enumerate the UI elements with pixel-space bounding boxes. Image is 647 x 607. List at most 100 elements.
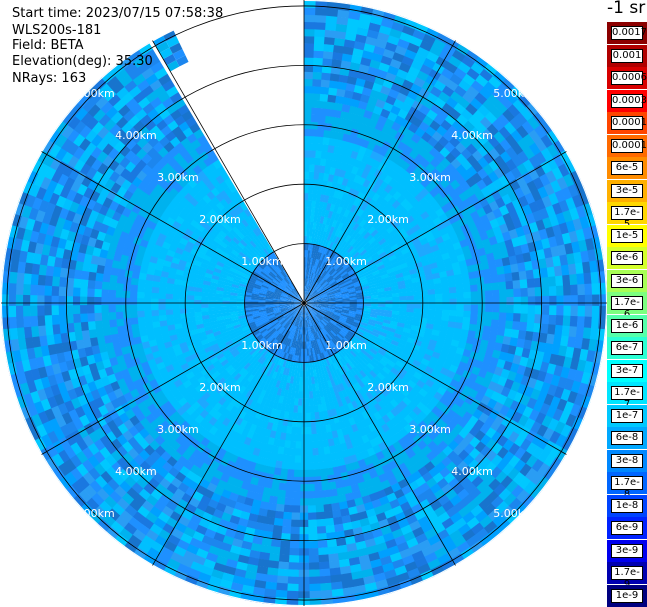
- range-gate-cell: [264, 581, 277, 591]
- range-gate-cell: [387, 271, 396, 278]
- range-gate-cell: [473, 359, 484, 370]
- range-gate-cell: [319, 261, 325, 269]
- range-gate-cell: [294, 391, 299, 399]
- range-gate-cell: [371, 528, 384, 539]
- range-gate-cell: [318, 454, 326, 463]
- range-gate-cell: [341, 357, 349, 365]
- range-gate-cell: [423, 269, 433, 277]
- range-gate-cell: [363, 582, 378, 593]
- range-gate-cell: [232, 431, 242, 442]
- range-gate-cell: [453, 67, 468, 80]
- range-gate-cell: [420, 358, 430, 367]
- range-gate-cell: [404, 72, 418, 84]
- range-gate-cell: [505, 480, 519, 494]
- range-gate-cell: [280, 403, 287, 412]
- range-gate-cell: [239, 419, 248, 429]
- range-gate-cell: [448, 529, 463, 542]
- range-gate-cell: [479, 339, 489, 349]
- range-gate-cell: [449, 108, 462, 121]
- range-gate-cell: [516, 125, 530, 139]
- range-gate-cell: [309, 311, 314, 318]
- range-gate-cell: [189, 513, 202, 525]
- range-gate-cell: [563, 284, 571, 297]
- range-gate-cell: [278, 482, 287, 491]
- range-gate-cell: [244, 570, 257, 581]
- range-gate-cell: [282, 367, 288, 376]
- range-gate-cell: [405, 311, 414, 318]
- range-gate-cell: [478, 515, 493, 529]
- range-gate-cell: [534, 138, 548, 153]
- range-gate-cell: [409, 388, 419, 398]
- range-gate-cell: [483, 81, 498, 95]
- range-gate-cell: [309, 398, 314, 406]
- range-gate-cell: [454, 247, 464, 257]
- range-gate-cell: [373, 375, 383, 384]
- range-gate-cell: [308, 547, 319, 556]
- range-gate-cell: [311, 250, 315, 259]
- range-gate-cell: [500, 415, 513, 429]
- range-gate-cell: [407, 66, 421, 78]
- range-gate-cell: [335, 197, 342, 207]
- range-gate-cell: [497, 113, 511, 128]
- range-gate-cell: [355, 452, 364, 462]
- range-gate-cell: [353, 264, 361, 271]
- range-gate-cell: [282, 511, 292, 520]
- range-gate-cell: [419, 104, 431, 116]
- range-gate-cell: [257, 507, 268, 517]
- range-gate-cell: [591, 283, 600, 296]
- range-gate-cell: [374, 212, 383, 222]
- range-gate-cell: [311, 290, 318, 297]
- range-gate-cell: [393, 332, 402, 340]
- range-gate-cell: [488, 333, 498, 343]
- range-gate-cell: [398, 311, 407, 317]
- range-gate-cell: [310, 289, 317, 296]
- range-gate-cell: [381, 396, 391, 406]
- range-gate-cell: [306, 304, 314, 308]
- range-gate-cell: [346, 283, 355, 288]
- range-gate-cell: [433, 488, 446, 501]
- range-gate-cell: [456, 114, 469, 127]
- range-gate-cell: [389, 398, 399, 409]
- range-gate-cell: [287, 462, 295, 470]
- range-gate-cell: [327, 249, 334, 257]
- range-gate-cell: [305, 295, 311, 301]
- range-gate-cell: [332, 51, 344, 61]
- range-gate-cell: [553, 421, 566, 435]
- range-gate-cell: [442, 343, 452, 352]
- range-gate-cell: [540, 134, 554, 149]
- range-gate-cell: [408, 219, 419, 229]
- range-gate-cell: [425, 511, 439, 523]
- range-gate-cell: [304, 305, 308, 313]
- range-gate-cell: [518, 234, 528, 246]
- range-gate-cell: [405, 282, 414, 289]
- range-gate-cell: [307, 319, 311, 328]
- range-gate-cell: [492, 401, 504, 414]
- range-gate-cell: [324, 122, 333, 132]
- range-gate-cell: [344, 252, 352, 261]
- range-gate-cell: [314, 229, 319, 238]
- range-gate-cell: [551, 166, 564, 181]
- range-gate-cell: [360, 348, 369, 357]
- range-gate-cell: [356, 271, 365, 277]
- range-gate-cell: [380, 254, 389, 262]
- range-gate-cell: [499, 96, 514, 110]
- range-gate-cell: [194, 524, 208, 536]
- range-gate-cell: [355, 504, 366, 514]
- range-gate-cell: [528, 129, 542, 144]
- range-gate-cell: [383, 233, 393, 242]
- range-gate-cell: [412, 384, 423, 394]
- range-gate-cell: [386, 236, 395, 245]
- range-gate-cell: [372, 242, 381, 250]
- range-gate-cell: [277, 350, 284, 359]
- range-gate-cell: [342, 303, 351, 306]
- range-gate-cell: [308, 376, 312, 385]
- range-gate-cell: [234, 416, 244, 426]
- range-gate-cell: [189, 561, 204, 573]
- range-gate-cell: [385, 420, 395, 430]
- range-gate-cell: [256, 514, 267, 524]
- range-gate-cell: [498, 174, 511, 187]
- range-gate-cell: [395, 346, 405, 354]
- range-gate-cell: [340, 572, 353, 582]
- range-gate-cell: [392, 292, 400, 298]
- range-gate-cell: [521, 494, 535, 509]
